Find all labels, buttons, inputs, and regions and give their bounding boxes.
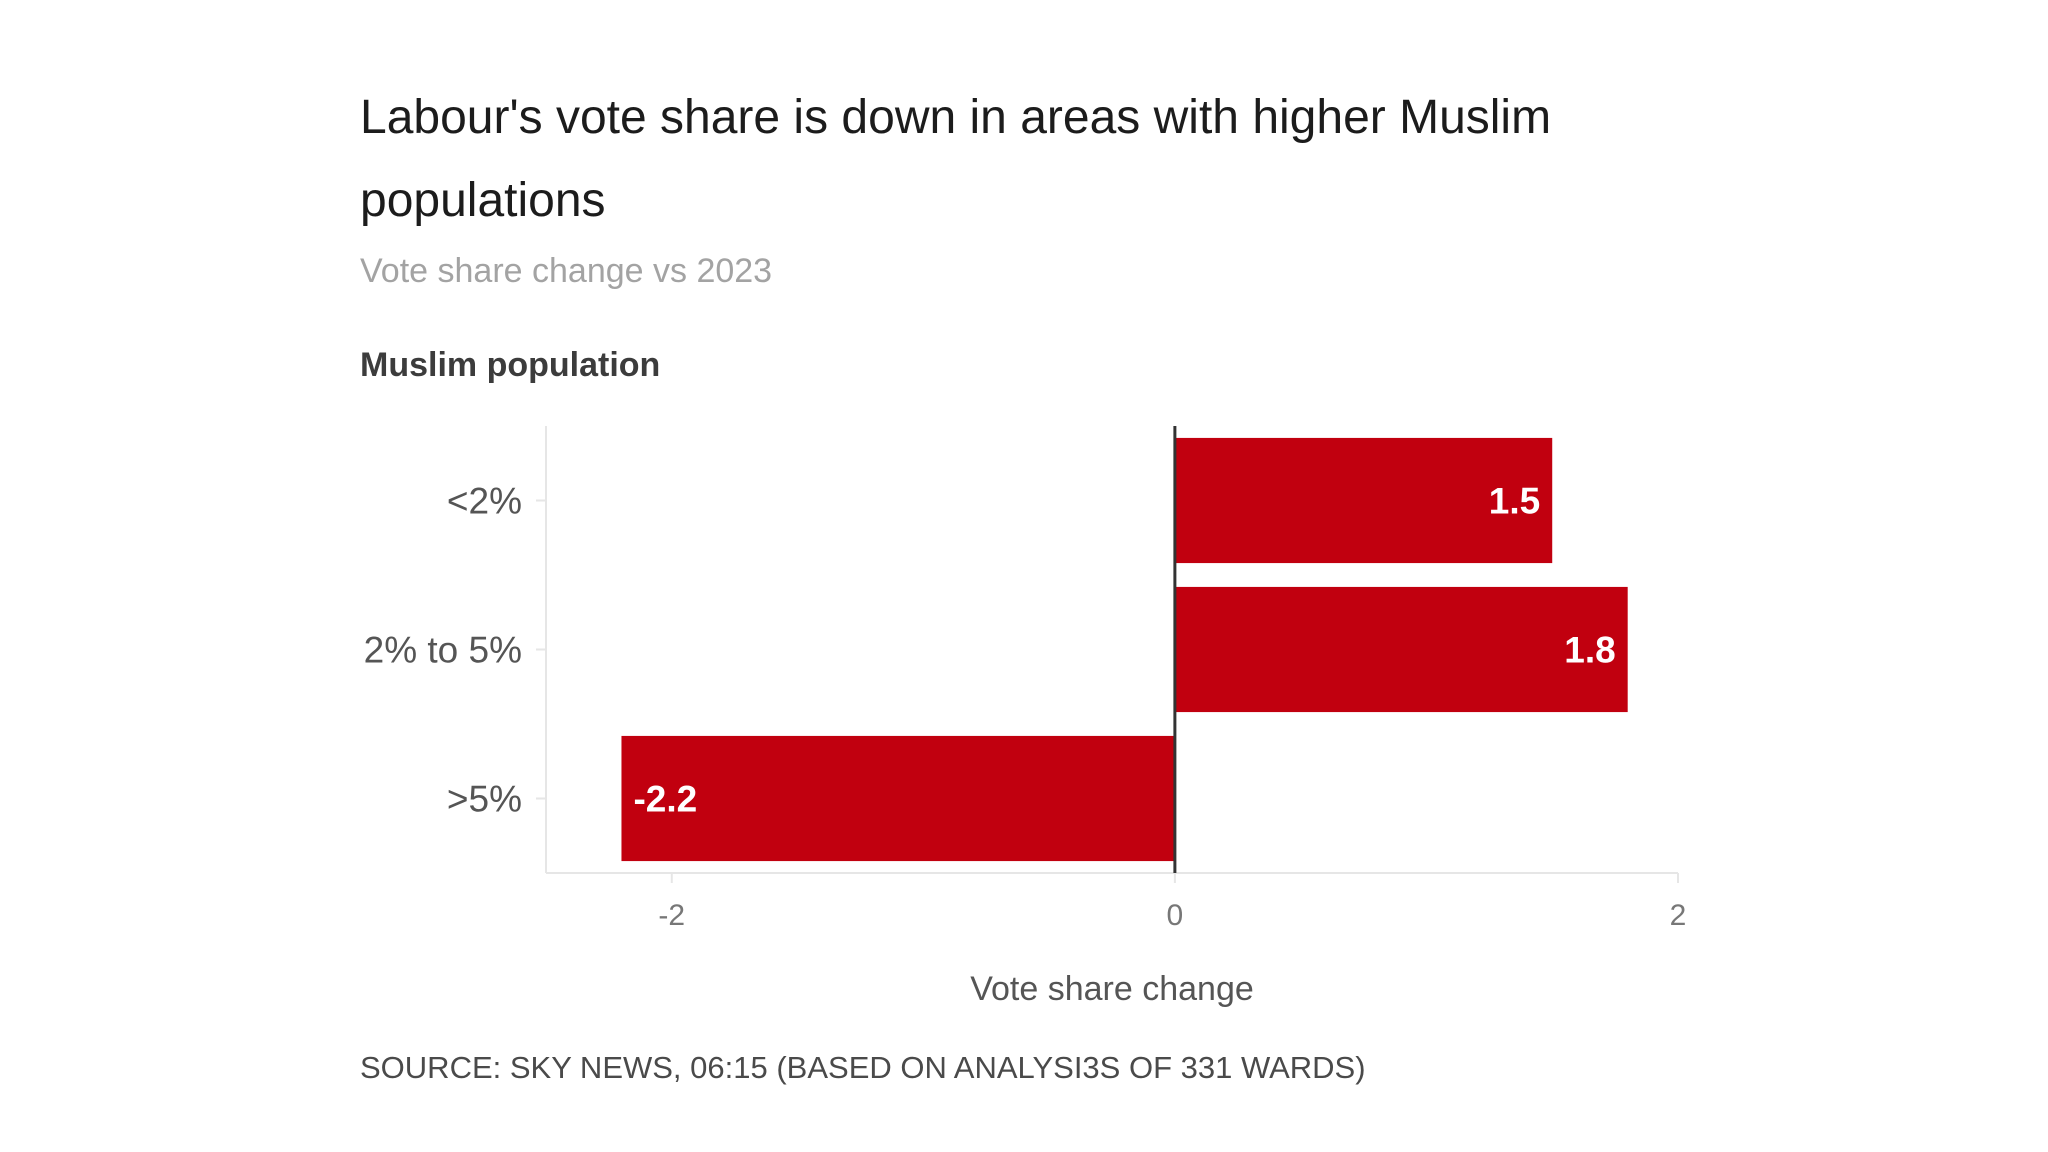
source-note: SOURCE: SKY NEWS, 06:15 (BASED ON ANALYS…: [360, 1050, 1366, 1085]
bars: [621, 437, 1628, 862]
chart-title: Labour's vote share is down in areas wit…: [360, 91, 1552, 227]
y-axis-title: Muslim population: [360, 346, 661, 384]
data-label: -2.2: [633, 779, 697, 820]
category-label: <2%: [447, 481, 522, 522]
x-tick-label: 0: [1167, 899, 1184, 932]
data-label: 1.8: [1564, 630, 1615, 671]
category-label: 2% to 5%: [364, 630, 522, 671]
chart-subtitle: Vote share change vs 2023: [360, 252, 773, 290]
data-label: 1.5: [1489, 481, 1540, 522]
bar: [621, 735, 1175, 862]
x-tick-label: -2: [658, 899, 685, 932]
bar: [1174, 437, 1553, 564]
axes: [536, 426, 1679, 883]
x-axis-title: Vote share change: [970, 970, 1254, 1008]
bar-chart: -2 0 2 <2% 1.5 2% to 5% 1.8 >5% -2.2 Vote share …: [364, 426, 1687, 1008]
bar: [1174, 586, 1628, 713]
x-tick-label: 2: [1670, 899, 1687, 932]
category-label: >5%: [447, 779, 522, 820]
labels: -2 0 2 <2% 1.5 2% to 5% 1.8 >5% -2.2: [364, 481, 1687, 933]
